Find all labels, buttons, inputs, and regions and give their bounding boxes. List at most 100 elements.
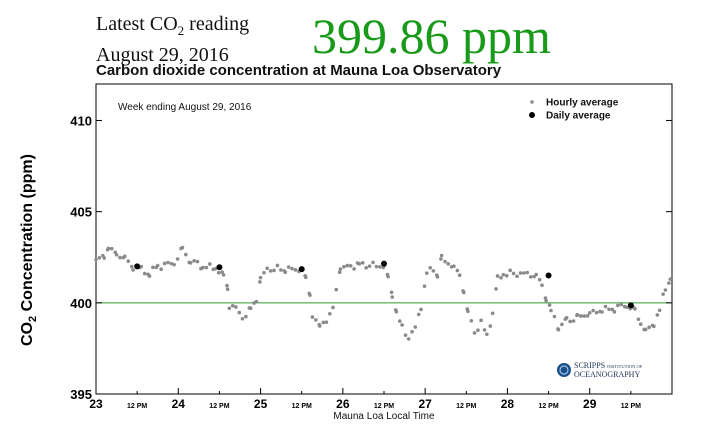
hourly-point bbox=[275, 263, 280, 268]
hourly-point bbox=[290, 266, 294, 271]
hourly-point bbox=[585, 314, 590, 318]
hourly-point bbox=[230, 303, 235, 308]
hourly-point bbox=[525, 270, 530, 275]
y-axis-label-text: CO2 Concentration (ppm) bbox=[19, 154, 39, 346]
hourly-point bbox=[151, 265, 155, 270]
hourly-point bbox=[419, 307, 423, 312]
hourly-point bbox=[337, 270, 342, 275]
x-day-tick-label: 25 bbox=[254, 397, 268, 411]
hourly-point bbox=[367, 264, 372, 268]
hourly-point bbox=[624, 305, 629, 310]
scripps-logo-ring bbox=[559, 365, 569, 375]
hourly-point bbox=[216, 271, 221, 275]
hourly-point bbox=[479, 318, 483, 323]
latest-reading-value: 399.86 ppm bbox=[312, 8, 551, 64]
hourly-point bbox=[406, 337, 411, 341]
hourly-point bbox=[139, 264, 144, 269]
hourly-point bbox=[213, 267, 218, 271]
hourly-point bbox=[123, 254, 127, 259]
hourly-point bbox=[240, 316, 245, 321]
hourly-point bbox=[94, 257, 98, 262]
hourly-point bbox=[657, 308, 662, 313]
y-tick-label: 410 bbox=[70, 113, 92, 128]
hourly-point bbox=[155, 263, 160, 268]
hourly-point bbox=[310, 315, 315, 319]
hourly-point bbox=[338, 267, 343, 271]
x-day-tick-label: 24 bbox=[172, 397, 186, 411]
hourly-point bbox=[308, 293, 312, 297]
hourly-point bbox=[394, 309, 399, 314]
hourly-point bbox=[462, 290, 466, 295]
hourly-point bbox=[180, 245, 185, 250]
hourly-point bbox=[390, 295, 395, 299]
hourly-point bbox=[501, 272, 506, 277]
week-annotation: Week ending August 29, 2016 bbox=[118, 102, 252, 113]
hourly-point bbox=[499, 275, 503, 280]
hourly-point bbox=[540, 283, 544, 288]
hourly-point bbox=[293, 268, 298, 272]
hourly-point bbox=[600, 310, 604, 314]
hourly-point bbox=[582, 314, 587, 318]
hourly-point bbox=[446, 262, 450, 266]
hourly-point bbox=[452, 264, 456, 268]
hourly-point bbox=[488, 324, 493, 328]
hourly-point bbox=[371, 260, 375, 265]
hourly-point bbox=[268, 269, 273, 273]
hourly-point bbox=[265, 266, 269, 271]
hourly-point bbox=[667, 281, 671, 285]
hourly-point bbox=[668, 277, 673, 281]
y-axis-label: CO2 Concentration (ppm) bbox=[19, 154, 39, 346]
hourly-point bbox=[357, 262, 362, 266]
hourly-point bbox=[244, 314, 248, 319]
hourly-point bbox=[237, 310, 242, 315]
hourly-point bbox=[439, 257, 443, 261]
hourly-point bbox=[400, 323, 404, 327]
hourly-point bbox=[508, 268, 512, 273]
hourly-point bbox=[328, 311, 332, 316]
scripps-logo-line1: SCRIPPS INSTITUTION OF bbox=[574, 361, 643, 370]
legend-daily-marker bbox=[529, 112, 535, 118]
x-noon-tick-label: 12 PM bbox=[209, 403, 229, 410]
hourly-point bbox=[321, 320, 326, 325]
legend-daily-label: Daily average bbox=[546, 111, 611, 122]
hourly-point bbox=[188, 261, 193, 265]
hourly-point bbox=[556, 327, 561, 332]
hourly-point bbox=[518, 271, 523, 275]
y-tick-label: 400 bbox=[70, 296, 92, 311]
hourly-point bbox=[114, 253, 119, 257]
hourly-point bbox=[324, 320, 329, 324]
hourly-point bbox=[515, 274, 519, 279]
hourly-point bbox=[397, 319, 402, 323]
hourly-point bbox=[439, 253, 444, 258]
hourly-point bbox=[131, 268, 135, 272]
hourly-point bbox=[552, 314, 557, 319]
hourly-point bbox=[544, 298, 548, 303]
x-noon-tick-label: 12 PM bbox=[292, 403, 312, 410]
hourly-point bbox=[469, 318, 474, 323]
hourly-point bbox=[126, 259, 131, 264]
hourly-point bbox=[490, 311, 495, 316]
hourly-point bbox=[360, 261, 365, 265]
hourly-point bbox=[258, 275, 263, 280]
daily-point bbox=[216, 264, 223, 271]
hourly-point bbox=[476, 328, 480, 333]
daily-average-series bbox=[134, 260, 634, 309]
hourly-point bbox=[225, 287, 230, 291]
hourly-point bbox=[410, 329, 414, 334]
hourly-point bbox=[254, 299, 259, 304]
hourly-point bbox=[560, 322, 564, 327]
hourly-point bbox=[334, 287, 339, 292]
hourly-point bbox=[591, 308, 595, 313]
hourly-point bbox=[364, 266, 368, 270]
legend-hourly-marker bbox=[530, 100, 534, 104]
hourly-point bbox=[431, 269, 436, 273]
hourly-average-series bbox=[94, 245, 673, 341]
daily-point bbox=[627, 302, 634, 309]
hourly-point bbox=[534, 272, 539, 277]
hourly-point bbox=[201, 265, 205, 270]
daily-point bbox=[134, 263, 141, 270]
legend-hourly-label: Hourly average bbox=[546, 98, 619, 109]
x-noon-tick-label: 12 PM bbox=[456, 403, 476, 410]
hourly-point bbox=[663, 288, 668, 292]
hourly-point bbox=[348, 264, 353, 268]
